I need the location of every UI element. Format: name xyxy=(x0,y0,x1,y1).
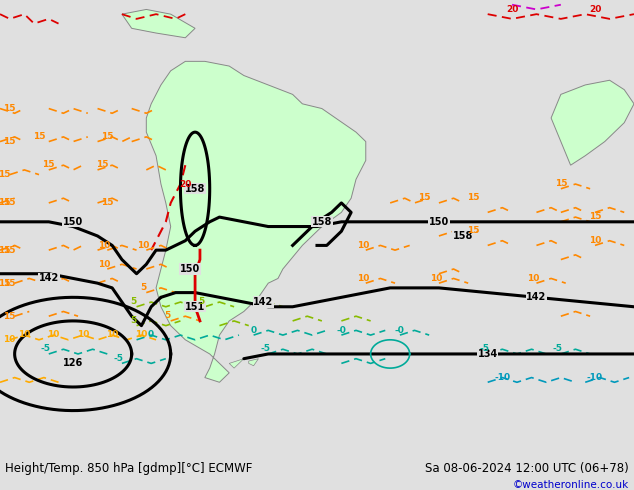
Text: 126: 126 xyxy=(63,358,83,368)
Text: 158: 158 xyxy=(453,231,474,241)
Text: ©weatheronline.co.uk: ©weatheronline.co.uk xyxy=(513,480,629,490)
Text: 10: 10 xyxy=(98,260,110,269)
Text: 15: 15 xyxy=(0,170,11,179)
Polygon shape xyxy=(146,61,366,382)
Polygon shape xyxy=(122,9,195,38)
Text: Height/Temp. 850 hPa [gdmp][°C] ECMWF: Height/Temp. 850 hPa [gdmp][°C] ECMWF xyxy=(5,462,252,475)
Text: 15: 15 xyxy=(555,179,567,188)
Text: 10: 10 xyxy=(356,241,369,249)
Text: 15: 15 xyxy=(3,104,15,113)
Text: 15: 15 xyxy=(96,160,108,170)
Text: 142: 142 xyxy=(253,297,273,307)
Text: 10: 10 xyxy=(98,241,110,249)
Text: Sa 08-06-2024 12:00 UTC (06+78): Sa 08-06-2024 12:00 UTC (06+78) xyxy=(425,462,629,475)
Polygon shape xyxy=(230,359,244,368)
Text: 15: 15 xyxy=(3,279,15,288)
Text: 15: 15 xyxy=(3,312,15,320)
Text: 158: 158 xyxy=(185,184,205,194)
Text: 10: 10 xyxy=(48,330,60,339)
Text: 15: 15 xyxy=(3,245,15,255)
Text: 15: 15 xyxy=(101,198,113,207)
Text: -5: -5 xyxy=(480,344,489,353)
Text: 10: 10 xyxy=(106,330,119,339)
Text: 10: 10 xyxy=(527,274,540,283)
Text: 5: 5 xyxy=(140,283,146,292)
Text: 10: 10 xyxy=(18,330,30,339)
Text: 15: 15 xyxy=(467,194,479,202)
Text: 5: 5 xyxy=(131,297,137,306)
Text: 15: 15 xyxy=(0,279,11,288)
Text: 10: 10 xyxy=(430,274,442,283)
Text: 15: 15 xyxy=(0,245,11,255)
Text: 142: 142 xyxy=(39,273,59,283)
Text: 15: 15 xyxy=(33,132,45,141)
Text: 134: 134 xyxy=(477,349,498,359)
Text: 20: 20 xyxy=(179,179,191,189)
Text: 158: 158 xyxy=(312,217,332,227)
Text: -5: -5 xyxy=(260,344,270,353)
Text: 150: 150 xyxy=(63,217,83,227)
Text: 5: 5 xyxy=(131,316,137,325)
Text: 0: 0 xyxy=(250,325,257,335)
Text: 10: 10 xyxy=(137,241,150,249)
Text: -10: -10 xyxy=(587,373,603,382)
Text: 15: 15 xyxy=(0,198,11,207)
Text: 10: 10 xyxy=(356,274,369,283)
Text: 15: 15 xyxy=(101,132,113,141)
Text: 15: 15 xyxy=(3,137,15,146)
Text: 150: 150 xyxy=(180,264,200,274)
Text: 15: 15 xyxy=(467,226,479,236)
Text: 5: 5 xyxy=(165,312,171,320)
Text: -0: -0 xyxy=(337,325,346,335)
Text: 15: 15 xyxy=(42,160,55,170)
Text: 150: 150 xyxy=(429,217,449,227)
Text: 20: 20 xyxy=(589,5,601,14)
Text: 15: 15 xyxy=(3,198,15,207)
Text: 5: 5 xyxy=(198,297,205,306)
Text: -5: -5 xyxy=(553,344,563,353)
Text: 10: 10 xyxy=(77,330,89,339)
Polygon shape xyxy=(249,359,259,366)
Text: 10: 10 xyxy=(3,335,15,344)
Text: 142: 142 xyxy=(526,293,547,302)
Text: 10: 10 xyxy=(135,330,148,339)
Polygon shape xyxy=(551,80,634,165)
Text: 15: 15 xyxy=(589,212,601,221)
Text: 10: 10 xyxy=(589,236,601,245)
Text: 20: 20 xyxy=(506,5,518,14)
Text: 0: 0 xyxy=(148,330,154,339)
Text: -5: -5 xyxy=(114,354,124,363)
Text: 151: 151 xyxy=(185,302,205,312)
Text: -0: -0 xyxy=(395,325,405,335)
Text: -5: -5 xyxy=(41,344,51,353)
Text: 15: 15 xyxy=(418,194,430,202)
Text: -10: -10 xyxy=(495,373,510,382)
